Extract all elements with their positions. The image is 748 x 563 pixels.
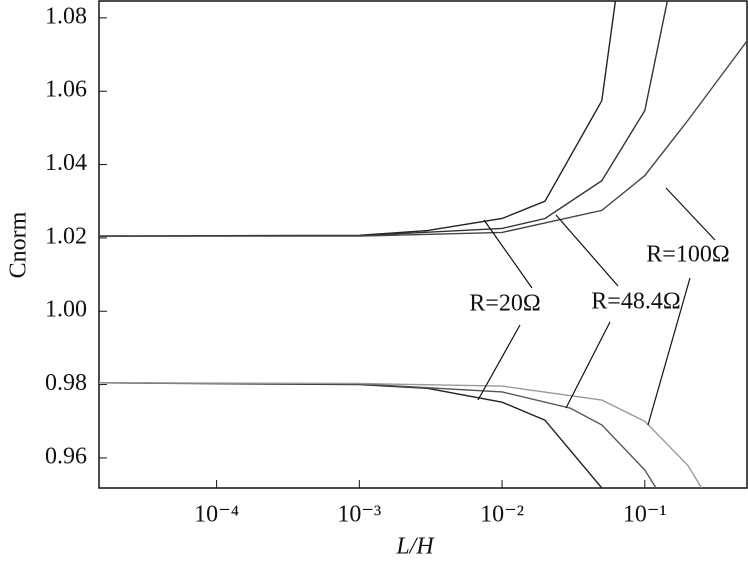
curve [99, 40, 747, 237]
leader-line [647, 277, 691, 426]
y-tick-label: 1.04 [45, 150, 87, 176]
curve [99, 1, 617, 237]
plot-area [99, 1, 747, 488]
plot-frame [98, 0, 748, 489]
leader-line [665, 187, 716, 241]
x-tick-label: 10⁻² [480, 502, 524, 528]
y-tick-label: 1.02 [45, 223, 87, 249]
leader-line [555, 214, 619, 287]
y-tick-label: 1.06 [45, 77, 87, 103]
leader-line [565, 321, 611, 409]
y-tick-label: 1.08 [45, 3, 87, 29]
y-tick-label: 1.00 [45, 297, 87, 323]
curve [99, 1, 669, 237]
curve [99, 382, 657, 488]
leader-line [483, 219, 533, 289]
x-tick-label: 10⁻⁴ [194, 502, 239, 528]
annotation: R=20Ω [469, 291, 540, 317]
y-tick-label: 0.98 [45, 370, 87, 396]
leader-line [477, 324, 521, 401]
curve [99, 382, 703, 488]
annotation: R=100Ω [646, 242, 729, 268]
curve [99, 382, 603, 488]
y-tick-label: 0.96 [45, 443, 87, 469]
x-axis-label: L/H [395, 534, 435, 560]
x-tick-label: 10⁻³ [337, 502, 381, 528]
x-tick-label: 10⁻¹ [623, 502, 667, 528]
y-axis-label: Cnorm [6, 211, 32, 278]
annotation: R=48.4Ω [591, 289, 680, 315]
